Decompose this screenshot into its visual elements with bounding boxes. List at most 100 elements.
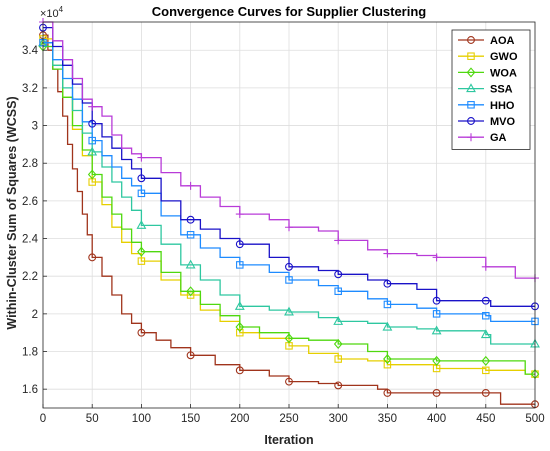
series-line-hho xyxy=(43,42,535,323)
legend-label: WOA xyxy=(490,67,517,79)
data-point-woa xyxy=(87,169,97,180)
data-point-ssa xyxy=(185,259,196,269)
data-point-aoa xyxy=(235,366,244,375)
x-tick-label: 300 xyxy=(329,413,348,425)
data-point-woa xyxy=(137,246,146,257)
y-exponent-label: ×104 xyxy=(40,5,64,20)
x-tick-label: 250 xyxy=(279,413,298,425)
tick-layer: 0 50 100 150 200 250 300 350 400 450 500 1.6 1.8 2 2.2… xyxy=(22,45,545,425)
data-point-ssa xyxy=(136,220,147,229)
data-point-ga xyxy=(481,262,490,271)
legend-label: MVO xyxy=(490,116,516,128)
data-point-ga xyxy=(432,253,441,262)
series-line-woa xyxy=(43,45,535,375)
data-point-aoa xyxy=(432,388,441,397)
legend-label: GA xyxy=(490,132,507,144)
legend-marker xyxy=(467,52,475,60)
series-woa xyxy=(38,41,540,380)
data-point-hho xyxy=(88,136,96,145)
data-point-ga xyxy=(285,223,293,232)
data-point-mvo xyxy=(481,296,490,305)
y-tick-label: 2.2 xyxy=(22,271,38,283)
data-point-woa xyxy=(333,338,343,350)
data-point-aoa xyxy=(137,328,146,337)
series-mvo xyxy=(39,23,539,311)
data-point-mvo xyxy=(432,296,441,305)
x-tick-label: 500 xyxy=(525,413,544,425)
x-tick-label: 150 xyxy=(181,413,200,425)
data-point-woa xyxy=(235,321,245,333)
data-point-aoa xyxy=(88,253,97,262)
y-axis-title: Within-Cluster Sum of Squares (WCSS) xyxy=(5,96,19,329)
series-line-ssa xyxy=(43,42,535,345)
data-point-ga xyxy=(137,153,146,162)
data-point-mvo xyxy=(235,240,244,249)
data-point-hho xyxy=(236,261,244,269)
legend-label: GWO xyxy=(490,51,518,63)
data-point-ssa xyxy=(333,316,344,325)
legend-marker xyxy=(467,117,475,125)
y-exponent-base: ×10 xyxy=(40,8,59,20)
series-line-ga xyxy=(43,21,535,279)
y-tick-label: 2.4 xyxy=(22,234,39,246)
data-point-aoa xyxy=(383,388,392,397)
y-tick-label: 3.2 xyxy=(22,83,38,95)
legend-item-aoa: AOA xyxy=(458,35,515,47)
data-point-aoa xyxy=(186,351,195,360)
legend-item-mvo: MVO xyxy=(458,116,516,128)
data-point-hho xyxy=(482,311,490,320)
data-point-woa xyxy=(186,286,195,297)
y-tick-label: 3 xyxy=(32,121,38,133)
y-tick-label: 2 xyxy=(32,309,38,321)
data-point-mvo xyxy=(186,215,195,224)
legend-marker xyxy=(467,133,475,142)
data-point-mvo xyxy=(88,119,97,128)
data-point-aoa xyxy=(334,381,343,390)
data-point-ssa xyxy=(431,325,442,335)
data-point-gwo xyxy=(236,328,244,337)
data-point-woa xyxy=(432,355,441,366)
x-tick-label: 200 xyxy=(230,413,249,425)
legend-item-ga: GA xyxy=(458,132,507,144)
data-point-ssa xyxy=(382,321,393,331)
data-point-aoa xyxy=(285,377,293,386)
data-point-hho xyxy=(383,300,392,309)
data-point-gwo xyxy=(383,360,392,369)
y-tick-label: 2.6 xyxy=(22,196,38,208)
data-point-ga xyxy=(235,210,244,219)
data-point-ga xyxy=(88,102,97,111)
data-point-woa xyxy=(383,353,392,365)
series-line-mvo xyxy=(43,26,535,307)
chart-title: Convergence Curves for Supplier Clusteri… xyxy=(152,4,427,19)
data-point-woa xyxy=(481,355,491,366)
y-exponent-power: 4 xyxy=(59,5,64,14)
series-line-aoa xyxy=(43,34,535,405)
data-point-mvo xyxy=(383,279,392,288)
x-tick-label: 400 xyxy=(427,413,446,425)
data-point-mvo xyxy=(137,174,146,183)
legend-item-gwo: GWO xyxy=(458,51,518,63)
legend-label: AOA xyxy=(490,35,515,47)
data-point-hho xyxy=(186,231,195,239)
legend-marker xyxy=(467,36,475,44)
legend-item-woa: WOA xyxy=(458,67,517,79)
data-point-gwo xyxy=(334,355,342,363)
x-tick-label: 0 xyxy=(40,413,46,425)
data-point-ga xyxy=(334,236,343,245)
legend: AOA GWO WOA SSA HHO MVO GA xyxy=(451,29,531,150)
x-tick-label: 100 xyxy=(132,413,151,425)
data-point-ssa xyxy=(234,300,245,310)
data-point-mvo xyxy=(334,270,343,279)
data-point-ga xyxy=(383,249,392,258)
y-tick-label: 2.8 xyxy=(22,158,38,170)
data-point-ssa xyxy=(87,146,98,156)
data-point-hho xyxy=(137,189,146,198)
legend-item-ssa: SSA xyxy=(458,83,513,96)
x-tick-label: 50 xyxy=(86,413,99,425)
y-tick-label: 1.8 xyxy=(22,347,38,359)
data-point-woa xyxy=(284,333,294,344)
y-tick-label: 1.6 xyxy=(22,384,38,396)
data-point-gwo xyxy=(482,366,490,375)
series-ssa xyxy=(38,37,540,348)
legend-box xyxy=(451,29,531,150)
